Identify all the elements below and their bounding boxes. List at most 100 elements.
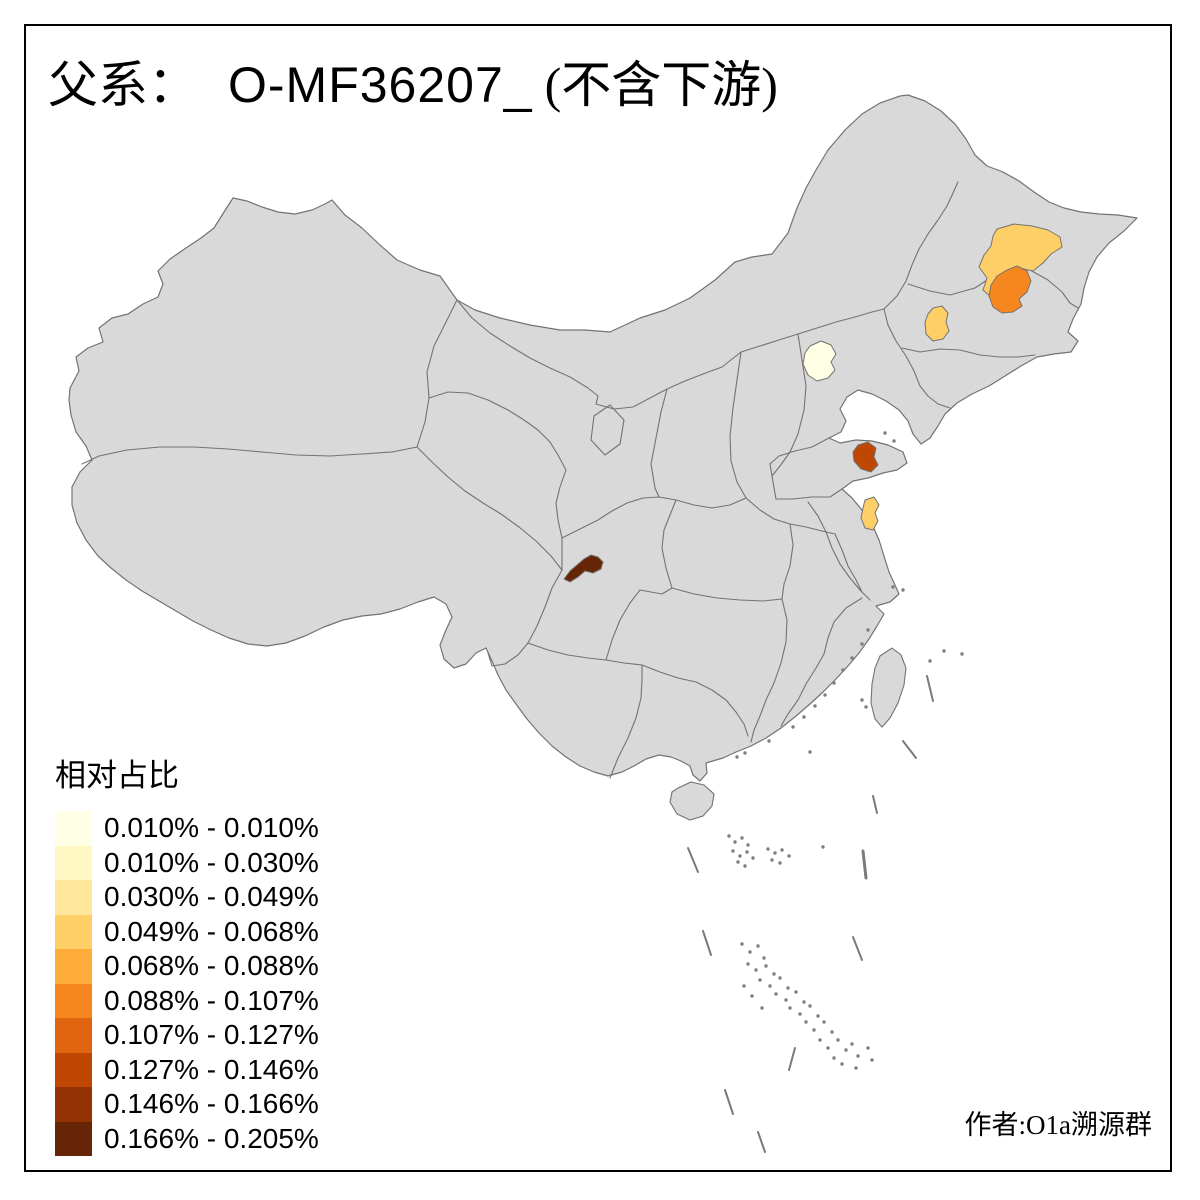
legend-label: 0.146% - 0.166%	[104, 1088, 319, 1120]
legend-label: 0.166% - 0.205%	[104, 1122, 319, 1154]
south-china-sea-features	[687, 431, 964, 1153]
legend-swatch	[55, 949, 92, 984]
island-dot	[832, 1056, 836, 1060]
island-dot	[813, 704, 817, 708]
legend-swatch	[55, 811, 92, 846]
legend-label: 0.107% - 0.127%	[104, 1019, 319, 1051]
island-dot	[745, 850, 749, 854]
island-dot	[772, 972, 776, 976]
china-mainland	[68, 94, 1138, 1153]
island-dot	[802, 1000, 806, 1004]
island-dot	[850, 1042, 854, 1046]
region-shandong-coastal	[852, 441, 879, 473]
hainan-island	[669, 781, 715, 821]
island-dot	[754, 968, 758, 972]
legend-label: 0.049% - 0.068%	[104, 915, 319, 947]
legend-entry: 0.049% - 0.068%	[55, 914, 319, 949]
legend: 相对占比 0.010% - 0.010% 0.010% - 0.030% 0.030…	[55, 750, 319, 1156]
island-dot	[788, 1006, 792, 1010]
sea-boundary-dash	[788, 1047, 796, 1071]
sea-boundary-dash	[861, 849, 868, 880]
legend-swatch	[55, 880, 92, 915]
legend-swatch	[55, 1052, 92, 1087]
island-dot	[818, 1038, 822, 1042]
island-dot	[736, 860, 740, 864]
island-dot	[787, 854, 791, 858]
sea-boundary-dash	[926, 675, 934, 702]
island-dot	[743, 864, 747, 868]
island-dot	[866, 628, 870, 632]
island-dot	[743, 751, 747, 755]
legend-entry: 0.010% - 0.030%	[55, 845, 319, 880]
island-dot	[821, 845, 825, 849]
highlighted-regions	[563, 223, 1063, 583]
island-dot	[856, 1054, 860, 1058]
sea-boundary-dash	[852, 936, 863, 961]
sea-boundary-dash	[872, 795, 878, 814]
island-dot	[784, 998, 788, 1002]
island-dot	[883, 431, 887, 435]
sea-boundary-dash	[702, 930, 712, 956]
island-dot	[774, 992, 778, 996]
province-borders	[81, 181, 1079, 779]
island-dot	[860, 642, 864, 646]
island-dot	[960, 652, 964, 656]
region-jilin-city	[988, 265, 1032, 314]
island-dot	[802, 715, 806, 719]
title-prefix: 父系：	[48, 57, 198, 113]
legend-rows: 0.010% - 0.010% 0.010% - 0.030% 0.030% - 0…	[55, 811, 319, 1156]
region-liaoning-small	[924, 305, 950, 342]
legend-swatch	[55, 1121, 92, 1156]
island-dot	[750, 994, 754, 998]
island-dot	[942, 649, 946, 653]
island-dot	[870, 1058, 874, 1062]
island-dot	[738, 854, 742, 858]
island-dot	[823, 693, 827, 697]
island-dot	[850, 656, 854, 660]
title-haplogroup-code: O-MF36207_	[228, 57, 533, 113]
island-dot	[860, 698, 864, 702]
island-dot	[731, 849, 735, 853]
island-dot	[822, 1020, 826, 1024]
island-dot	[746, 962, 750, 966]
page-title: 父系： O-MF36207_ (不含下游)	[48, 58, 778, 113]
island-dot	[892, 439, 896, 443]
island-dot	[832, 681, 836, 685]
island-dot	[770, 858, 774, 862]
legend-label: 0.088% - 0.107%	[104, 984, 319, 1016]
legend-entry: 0.030% - 0.049%	[55, 880, 319, 915]
island-dot	[735, 755, 739, 759]
island-dot	[901, 588, 905, 592]
legend-swatch	[55, 983, 92, 1018]
sea-boundary-dash	[687, 847, 699, 873]
island-dot	[758, 978, 762, 982]
legend-entry: 0.088% - 0.107%	[55, 983, 319, 1018]
island-dot	[836, 1038, 840, 1042]
sea-boundary-dash	[902, 740, 917, 759]
legend-entry: 0.127% - 0.146%	[55, 1052, 319, 1087]
taiwan-island	[870, 647, 907, 728]
island-dot	[808, 1004, 812, 1008]
sea-boundary-dash	[724, 1089, 734, 1115]
island-dot	[773, 851, 777, 855]
legend-entry: 0.107% - 0.127%	[55, 1018, 319, 1053]
island-dot	[854, 1066, 858, 1070]
region-sichuan-west	[563, 554, 604, 583]
island-dot	[740, 836, 744, 840]
island-dot	[804, 1020, 808, 1024]
legend-entry: 0.068% - 0.088%	[55, 949, 319, 984]
title-suffix: (不含下游)	[544, 57, 778, 113]
island-dot	[798, 1012, 802, 1016]
region-jiangsu-central	[860, 496, 880, 531]
china-outline	[68, 94, 1138, 782]
island-dot	[760, 1006, 764, 1010]
island-dot	[808, 750, 812, 754]
island-dot	[786, 986, 790, 990]
island-dot	[816, 1014, 820, 1018]
credit-text: 作者:O1a溯源群	[964, 1110, 1152, 1140]
legend-label: 0.068% - 0.088%	[104, 950, 319, 982]
island-dot	[764, 964, 768, 968]
island-dot	[794, 990, 798, 994]
island-dot	[746, 843, 750, 847]
